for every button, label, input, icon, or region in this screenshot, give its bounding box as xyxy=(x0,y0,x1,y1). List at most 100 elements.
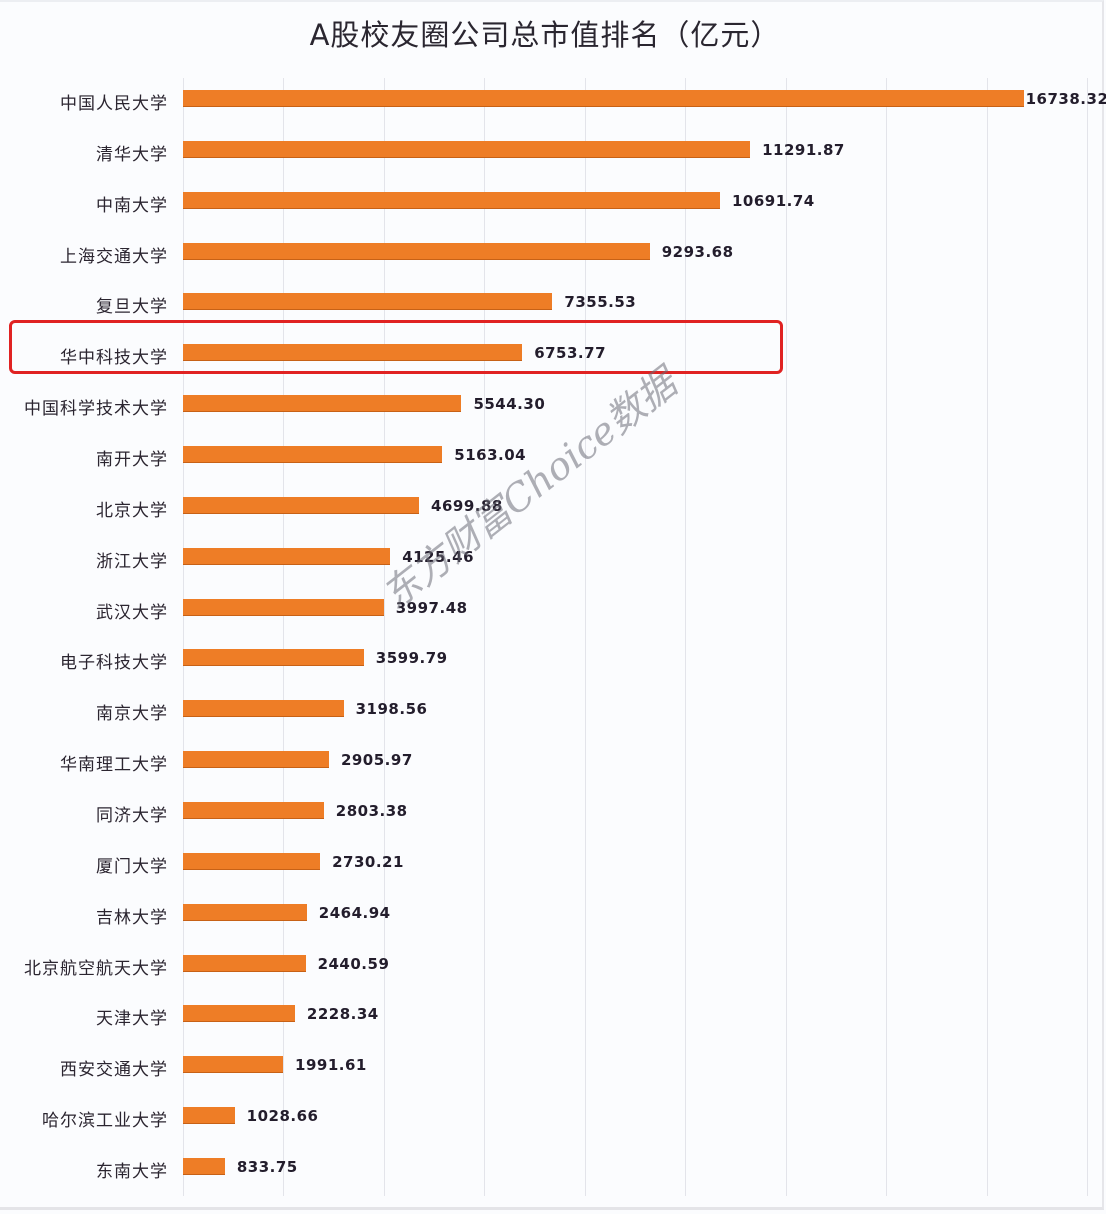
bar xyxy=(183,140,751,158)
bar-row: 浙江大学 4125.46 xyxy=(0,540,1106,574)
value-label: 2730.21 xyxy=(332,852,404,871)
bar-row: 北京大学 4699.88 xyxy=(0,489,1106,523)
value-label: 833.75 xyxy=(236,1158,298,1177)
bar-row: 华南理工大学 2905.97 xyxy=(0,743,1106,777)
category-label: 北京航空航天大学 xyxy=(24,958,168,979)
bar xyxy=(183,1107,235,1125)
gridline xyxy=(986,78,988,1196)
bar-row: 东南大学 833.75 xyxy=(0,1150,1106,1184)
category-label: 武汉大学 xyxy=(96,602,168,623)
category-label: 复旦大学 xyxy=(96,297,168,318)
gridline xyxy=(283,78,285,1196)
bar-row: 哈尔滨工业大学 1028.66 xyxy=(0,1099,1106,1133)
value-label: 4699.88 xyxy=(431,496,503,515)
bar-row: 清华大学 11291.87 xyxy=(0,133,1106,167)
value-label: 2464.94 xyxy=(318,903,391,922)
bar xyxy=(183,547,391,565)
bar-row: 厦门大学 2730.21 xyxy=(0,845,1106,879)
value-label: 9293.68 xyxy=(661,242,734,261)
bar xyxy=(183,1056,284,1074)
category-label: 天津大学 xyxy=(96,1009,168,1030)
value-label: 1028.66 xyxy=(246,1107,319,1126)
bar-row: 上海交通大学 9293.68 xyxy=(0,235,1106,269)
value-label: 3599.79 xyxy=(375,649,448,668)
bar-row: 华中科技大学 6753.77 xyxy=(0,336,1106,370)
category-label: 清华大学 xyxy=(96,144,168,165)
gridline xyxy=(785,78,787,1196)
value-label: 2228.34 xyxy=(306,1005,379,1024)
bar xyxy=(183,1158,225,1176)
bar-row: 天津大学 2228.34 xyxy=(0,997,1106,1031)
category-label: 电子科技大学 xyxy=(60,653,168,674)
category-label: 南京大学 xyxy=(96,704,168,725)
bar-row: 中国人民大学 16738.32 xyxy=(0,82,1106,116)
gridline xyxy=(1087,78,1088,1196)
category-label: 华中科技大学 xyxy=(60,348,168,369)
gridline xyxy=(183,78,184,1196)
bar xyxy=(183,293,553,311)
category-label: 华南理工大学 xyxy=(60,755,168,776)
value-label: 16738.32 xyxy=(1025,90,1106,108)
category-label: 厦门大学 xyxy=(96,856,168,877)
category-label: 北京大学 xyxy=(96,500,168,521)
bar xyxy=(183,751,329,769)
bar xyxy=(183,90,1024,107)
bar xyxy=(183,496,420,514)
bar-row: 复旦大学 7355.53 xyxy=(0,285,1106,319)
bar-row: 武汉大学 3997.48 xyxy=(0,591,1106,625)
bar xyxy=(183,598,384,616)
gridline xyxy=(383,78,385,1196)
bar xyxy=(183,242,650,260)
value-label: 7355.53 xyxy=(564,293,637,312)
chart-title: A股校友圈公司总市值排名（亿元） xyxy=(309,18,781,52)
category-label: 中南大学 xyxy=(96,195,168,216)
gridline xyxy=(584,78,586,1196)
category-label: 上海交通大学 xyxy=(60,246,168,267)
bar xyxy=(183,852,321,870)
highlight-box xyxy=(9,320,783,374)
category-label: 中国科学技术大学 xyxy=(24,399,168,420)
category-label: 哈尔滨工业大学 xyxy=(42,1111,168,1132)
value-label: 3198.56 xyxy=(355,700,428,719)
value-label: 2803.38 xyxy=(335,802,408,821)
value-label: 4125.46 xyxy=(402,547,475,566)
category-label: 西安交通大学 xyxy=(60,1060,168,1081)
bar-row: 吉林大学 2464.94 xyxy=(0,896,1106,930)
bar-row: 中国科学技术大学 5544.30 xyxy=(0,387,1106,421)
bar xyxy=(183,191,720,209)
bar xyxy=(183,954,306,972)
bar-row: 南京大学 3198.56 xyxy=(0,692,1106,726)
gridline xyxy=(484,78,486,1196)
category-label: 同济大学 xyxy=(96,806,168,827)
value-label: 2440.59 xyxy=(317,954,390,973)
bar xyxy=(183,700,344,718)
bar xyxy=(183,649,364,667)
bar-row: 同济大学 2803.38 xyxy=(0,794,1106,828)
bar-row: 西安交通大学 1991.61 xyxy=(0,1048,1106,1082)
value-label: 5544.30 xyxy=(473,395,546,414)
gridline xyxy=(886,78,888,1196)
bar-row: 南开大学 5163.04 xyxy=(0,438,1106,472)
bar xyxy=(183,344,523,362)
category-label: 浙江大学 xyxy=(96,551,168,572)
category-label: 东南大学 xyxy=(96,1162,168,1183)
category-label: 南开大学 xyxy=(96,450,168,471)
category-label: 中国人民大学 xyxy=(60,94,168,114)
bar xyxy=(183,446,443,464)
value-label: 6753.77 xyxy=(534,344,607,363)
bar xyxy=(183,903,307,921)
bar xyxy=(183,395,462,413)
value-label: 2905.97 xyxy=(340,751,413,770)
value-label: 3997.48 xyxy=(395,598,468,617)
bar-row: 电子科技大学 3599.79 xyxy=(0,641,1106,675)
value-label: 10691.74 xyxy=(731,191,815,210)
bar-row: 北京航空航天大学 2440.59 xyxy=(0,947,1106,981)
value-label: 11291.87 xyxy=(762,140,845,159)
value-label: 5163.04 xyxy=(454,446,527,465)
bar xyxy=(183,1005,295,1023)
gridline xyxy=(685,78,687,1196)
value-label: 1991.61 xyxy=(295,1056,367,1075)
bar xyxy=(183,802,324,820)
